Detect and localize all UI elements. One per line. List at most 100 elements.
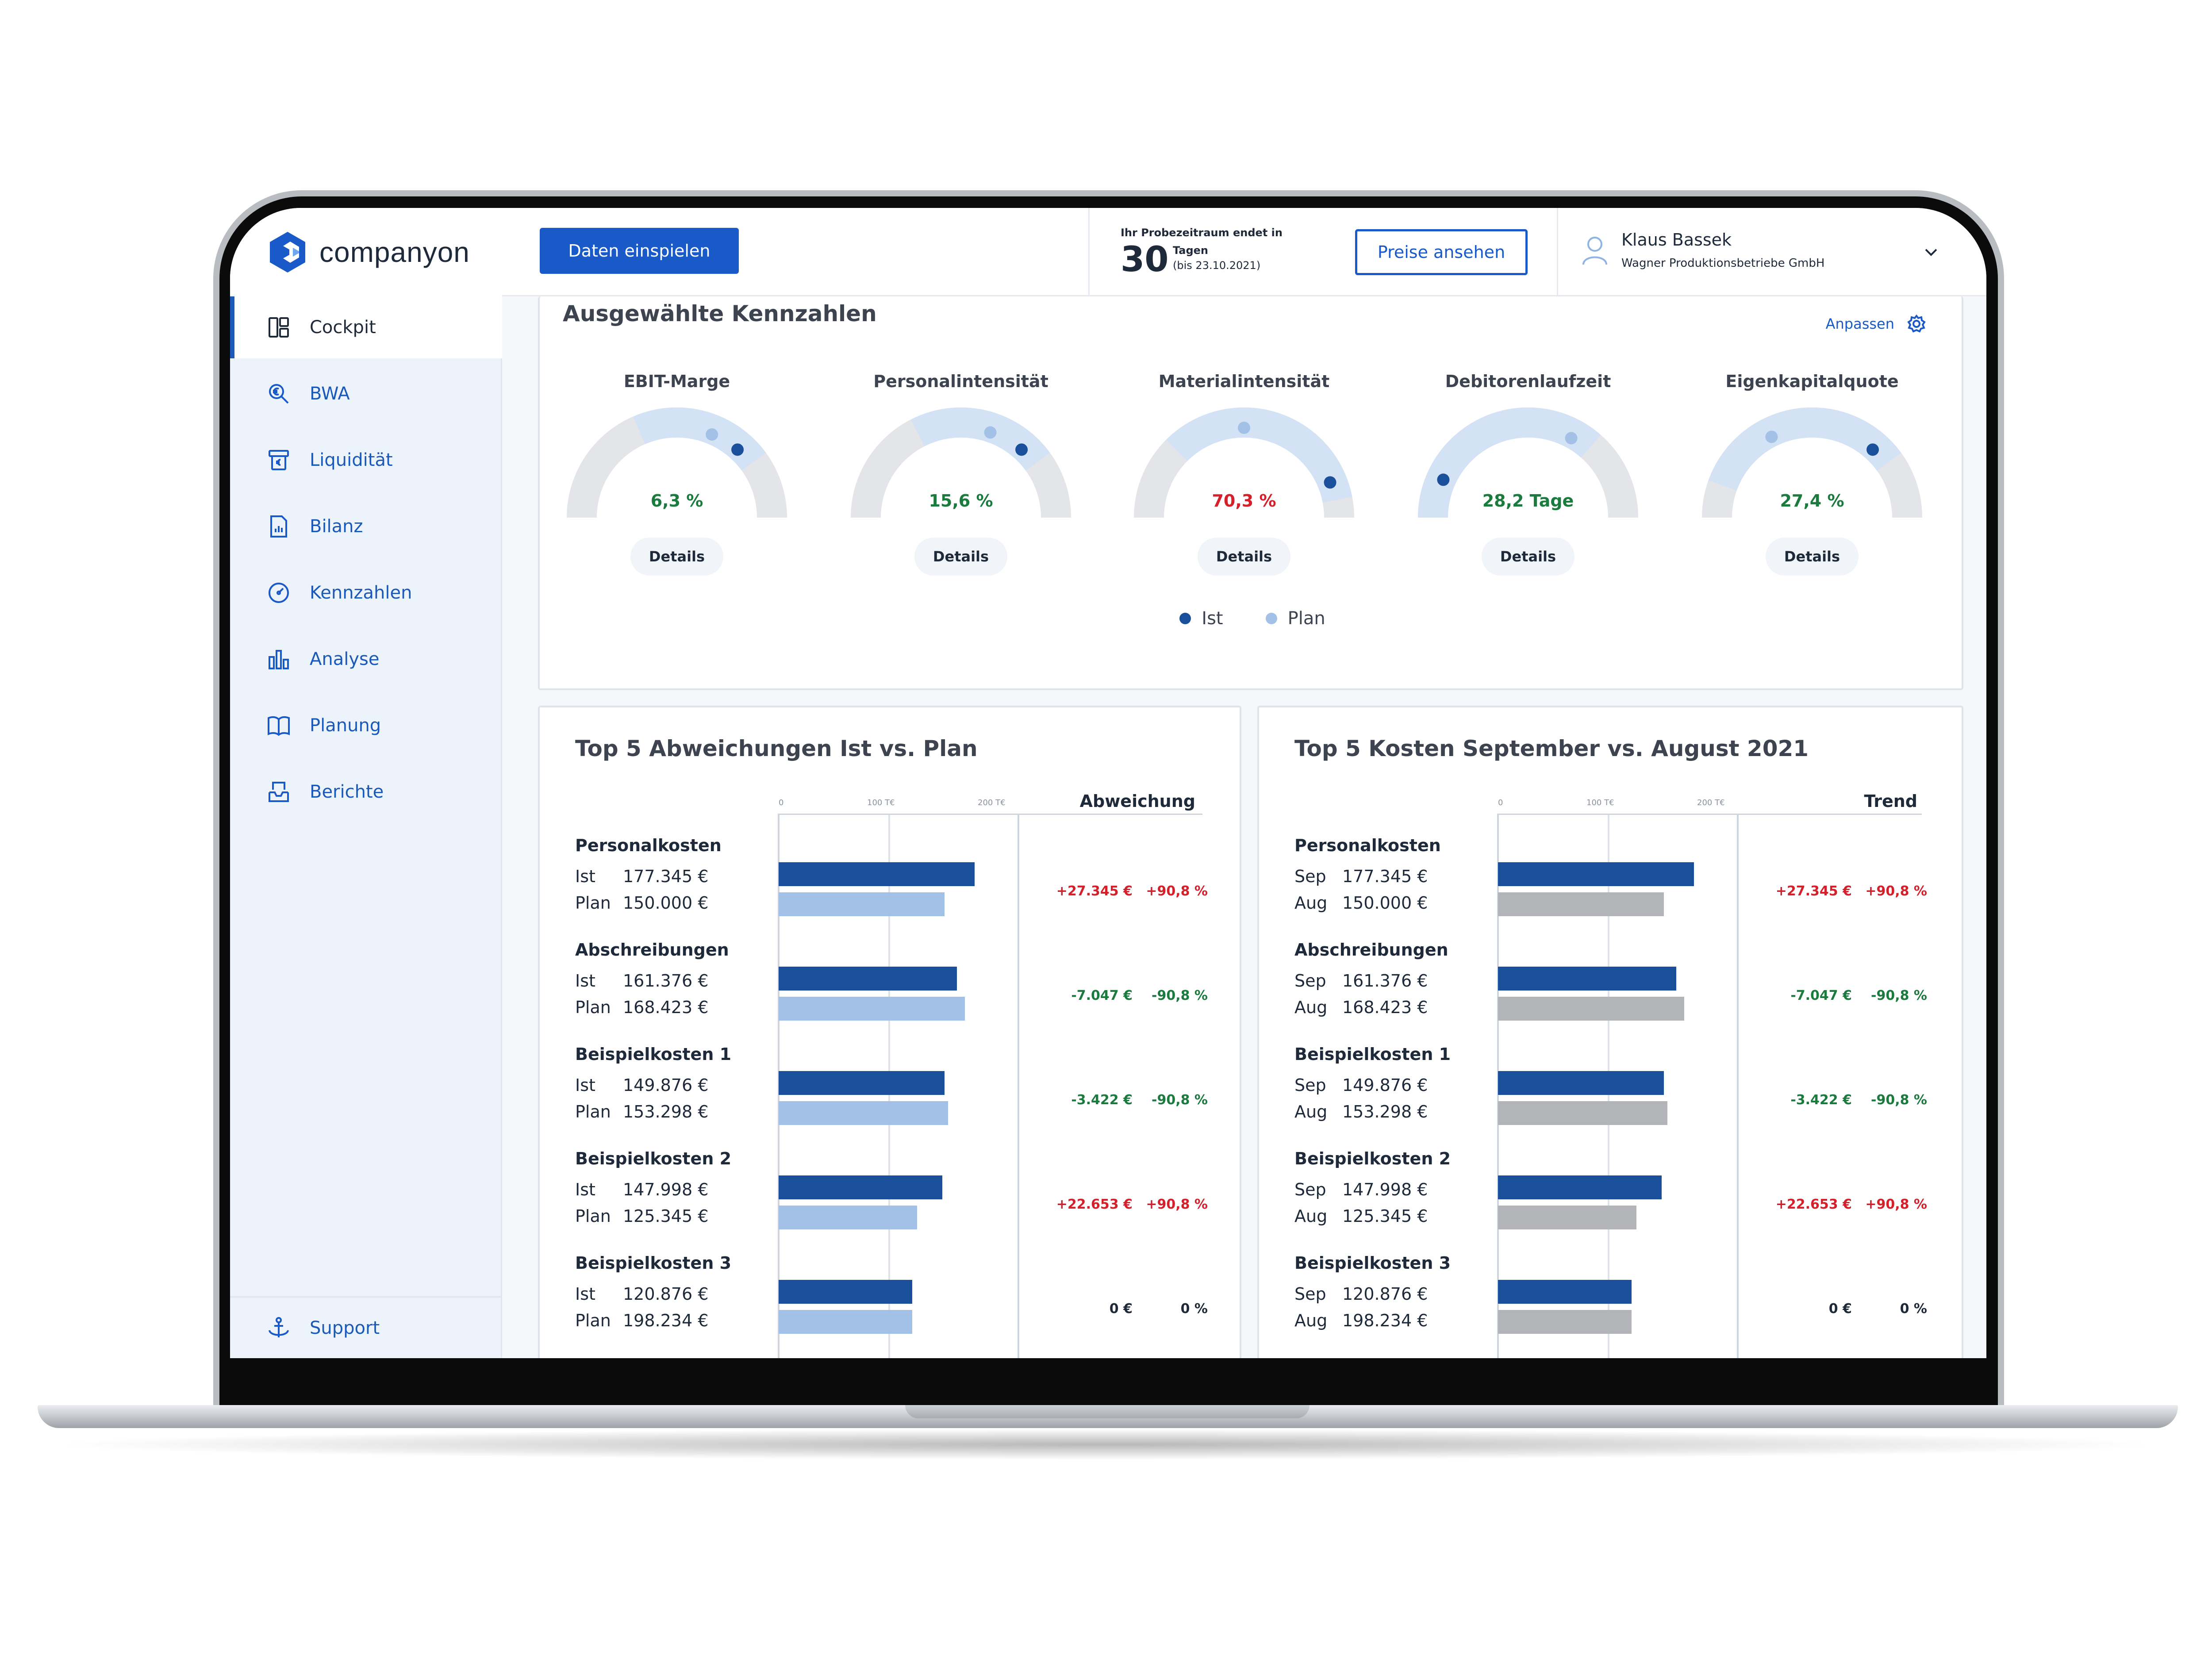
sidebar-item-analyse[interactable]: Analyse [230,628,502,690]
row-name: Beispielkosten 3 [575,1253,732,1273]
row-name: Abschreibungen [1294,940,1448,960]
sidebar-item-bilanz[interactable]: Bilanz [230,495,502,557]
legend-dot [1265,613,1277,624]
sidebar-item-cockpit[interactable]: Cockpit [230,296,502,358]
search-euro-icon [265,380,292,407]
delta-percent: 0 % [1180,1301,1208,1317]
delta-percent: -90,8 % [1152,1092,1208,1108]
row-value: Ist 147.998 € [575,1180,708,1199]
sidebar-item-label: Bilanz [310,516,363,537]
bar-primary [779,862,975,886]
legend-item: Plan [1265,608,1325,629]
bar-primary [779,1175,942,1199]
axis-top-line [1497,814,1922,815]
sidebar-item-label: Kennzahlen [310,583,412,603]
row-name: Beispielkosten 1 [575,1045,732,1064]
row-value: Plan 198.234 € [575,1311,708,1330]
row-name: Beispielkosten 3 [1294,1253,1451,1273]
sidebar-item-berichte[interactable]: Berichte [230,761,502,823]
row-amount: 153.298 € [1342,1102,1428,1121]
sidebar-item-liquiditaet[interactable]: Liquidität [230,429,502,491]
delta-percent: +90,8 % [1865,1197,1927,1212]
delta-absolute: +27.345 € [1775,883,1852,899]
import-data-button[interactable]: Daten einspielen [540,228,739,274]
series-label: Sep [1294,1180,1326,1199]
bar-secondary [779,1101,949,1125]
row-amount: 168.423 € [1342,998,1428,1017]
gear-icon[interactable] [1907,314,1926,334]
companyon-logo-icon [265,230,310,274]
kpi-label: EBIT-Marge [623,372,730,391]
brand-name: companyon [319,236,470,268]
delta-percent: +90,8 % [1865,883,1927,899]
kpi-gauge: EBIT-Marge 6,3 % Details [553,372,801,593]
laptop-shadow [49,1429,2163,1460]
trial-days: 30 [1121,240,1169,280]
kpi-value: 70,3 % [1212,491,1276,511]
bar-secondary [1498,997,1685,1021]
kpi-label: Materialintensität [1158,372,1330,391]
series-label: Ist [575,1180,595,1199]
row-amount: 153.298 € [623,1102,709,1121]
user-menu[interactable]: Klaus Bassek Wagner Produktionsbetriebe … [1559,208,1986,296]
series-label: Plan [575,893,611,913]
laptop-notch [905,1405,1310,1418]
customize-link[interactable]: Anpassen [1826,314,1926,334]
row-amount: 120.876 € [1342,1284,1428,1304]
row-amount: 149.876 € [1342,1075,1428,1095]
row-value: Sep 120.876 € [1294,1284,1428,1304]
row-amount: 168.423 € [623,998,709,1017]
document-chart-icon [265,513,292,540]
row-value: Aug 125.345 € [1294,1206,1428,1226]
row-amount: 198.234 € [1342,1311,1428,1330]
series-label: Aug [1294,893,1328,913]
sidebar: companyon Support Cockpit BWA Liquidität Bi… [230,208,502,1358]
bar-primary [1498,1280,1632,1304]
row-name: Abschreibungen [575,940,729,960]
gauge-plan-marker [706,428,718,441]
gauge-ist-marker [731,443,744,456]
customize-label: Anpassen [1825,315,1894,332]
kpi-details-button[interactable]: Details [630,538,723,576]
gauge-target-band [1708,407,1901,491]
anchor-icon [265,1315,292,1341]
kpi-value: 27,4 % [1780,491,1844,511]
kpi-details-button[interactable]: Details [1766,538,1859,576]
chart-title: Top 5 Kosten September vs. August 2021 [1294,736,1809,761]
kpi-details-button[interactable]: Details [1198,538,1290,576]
series-label: Ist [575,867,595,886]
row-amount: 147.998 € [1342,1180,1428,1199]
kpi-details-button[interactable]: Details [1482,538,1575,576]
sidebar-item-label: Cockpit [310,317,376,338]
row-value: Sep 149.876 € [1294,1075,1428,1095]
kpi-gauge: Debitorenlaufzeit 28,2 Tage Details [1404,372,1652,593]
row-value: Ist 149.876 € [575,1075,708,1095]
delta-absolute: +22.653 € [1775,1197,1852,1212]
user-name: Klaus Bassek [1621,230,1732,250]
kpi-value: 6,3 % [650,491,703,511]
sidebar-item-support[interactable]: Support [230,1296,502,1358]
trial-until: (bis 23.10.2021) [1173,259,1261,272]
sidebar-item-planung[interactable]: Planung [230,695,502,757]
gauge-ist-marker [1866,443,1879,456]
gauge-plan-marker [984,426,997,439]
row-value: Ist 177.345 € [575,867,708,886]
bar-secondary [779,892,945,916]
kpi-details-button[interactable]: Details [914,538,1007,576]
sidebar-item-bwa[interactable]: BWA [230,363,502,425]
view-prices-button[interactable]: Preise ansehen [1355,229,1528,275]
chart-title: Top 5 Abweichungen Ist vs. Plan [575,736,978,761]
trial-notice: Ihr Probezeitraum endet in 30 Tagen (bis… [1088,208,1558,296]
cash-register-icon [265,447,292,473]
logo[interactable]: companyon [230,208,502,296]
sidebar-item-label: Liquidität [310,450,393,470]
kpi-label: Personalintensität [873,372,1048,391]
legend-dot [1179,613,1191,624]
chevron-down-icon[interactable] [1922,243,1940,261]
chart-column-head: Trend [1864,791,1917,811]
row-amount: 147.998 € [623,1180,709,1199]
sidebar-item-kennzahlen[interactable]: Kennzahlen [230,562,502,624]
bar-secondary [1498,1101,1668,1125]
bar-primary [1498,967,1677,991]
row-value: Plan 125.345 € [575,1206,708,1226]
